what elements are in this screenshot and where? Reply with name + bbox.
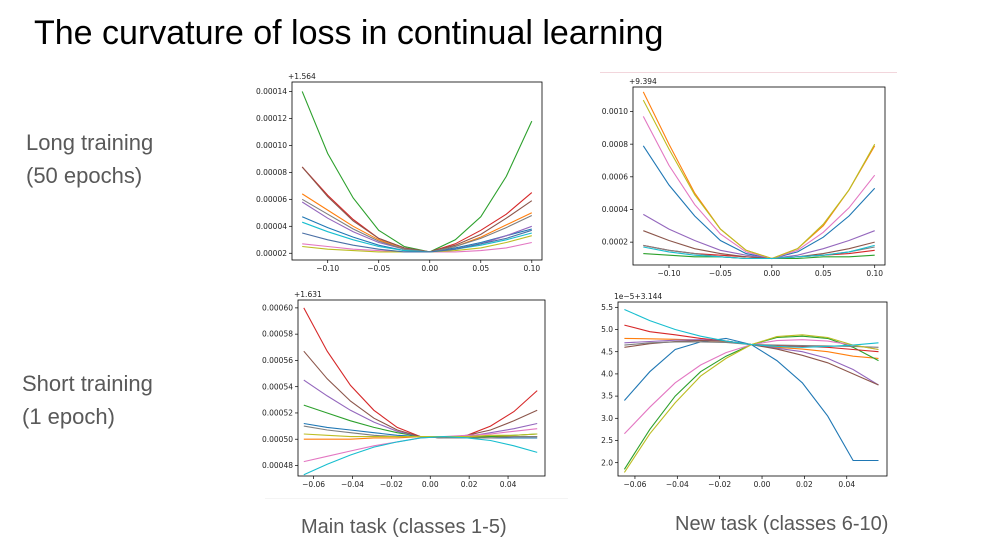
y-tick-label: 0.0006 (602, 172, 628, 181)
series-line-9 (302, 221, 532, 253)
series-line-8 (303, 433, 538, 438)
y-tick-label: 0.00008 (256, 168, 287, 177)
y-tick-label: 0.00052 (262, 409, 293, 418)
series-line-3 (303, 307, 538, 439)
series-line-2 (301, 91, 533, 253)
x-tick-label: −0.05 (709, 269, 732, 278)
x-tick-label: 0.04 (838, 480, 855, 489)
series-line-8 (642, 99, 876, 260)
x-tick-label: −0.02 (708, 480, 731, 489)
x-tick-label: −0.06 (623, 480, 646, 489)
series-line-0 (623, 337, 879, 462)
x-tick-label: 0.05 (815, 269, 832, 278)
series-line-8 (623, 334, 879, 473)
column-label-new-task: New task (classes 6-10) (675, 513, 889, 535)
y-tick-label: 4.5 (601, 347, 613, 356)
axes-frame (617, 301, 888, 477)
series-line-5 (643, 230, 875, 260)
y-tick-label: 2.5 (601, 436, 613, 445)
series-line-3 (301, 166, 533, 253)
y-tick-label: 3.0 (601, 414, 613, 423)
x-tick-label: 0.04 (500, 480, 517, 489)
series-line-5 (624, 340, 879, 386)
series-line-3 (624, 324, 879, 353)
x-tick-label: 0.02 (461, 480, 478, 489)
y-tick-label: 0.00002 (256, 249, 287, 258)
y-tick-label: 5.5 (601, 303, 613, 312)
series-line-5 (301, 166, 533, 253)
y-tick-label: 2.0 (601, 458, 613, 467)
plot-main-task-short-training: −0.06 −0.04 −0.02 0.00 0.02 0.04 0.00048 0.0005… (262, 290, 546, 489)
series-line-9 (303, 436, 538, 476)
series-line-2 (623, 335, 879, 470)
y-tick-label: 5.0 (601, 325, 613, 334)
x-tick-label: 0.00 (422, 480, 439, 489)
y-tick-label: 0.00050 (262, 435, 293, 444)
y-tick-label: 0.0002 (602, 238, 628, 247)
row-label-line1: Long training (26, 130, 154, 155)
x-tick-label: −0.10 (658, 269, 681, 278)
y-tick-label: 0.00006 (256, 195, 287, 204)
y-tick-label: 0.00060 (262, 303, 293, 312)
y-tick-label: 0.00014 (256, 87, 287, 96)
x-tick-label: −0.02 (380, 480, 403, 489)
axes-frame (297, 299, 546, 477)
plot-new-task-long-training: −0.10 −0.05 0.00 0.05 0.10 0.0002 0.0004 0.0006… (602, 77, 886, 278)
y-tick-label: 0.0008 (602, 140, 628, 149)
x-tick-label: 0.10 (523, 264, 540, 273)
x-tick-label: 0.00 (754, 480, 771, 489)
x-tick-label: 0.00 (421, 264, 438, 273)
column-label-main-task: Main task (classes 1-5) (301, 516, 507, 538)
slide-title: The curvature of loss in continual learn… (34, 14, 664, 52)
y-tick-label: 3.5 (601, 392, 613, 401)
x-tick-label: 0.10 (866, 269, 883, 278)
x-tick-label: −0.06 (302, 480, 325, 489)
y-tick-label: 0.00012 (256, 114, 287, 123)
y-tick-label: 4.0 (601, 370, 613, 379)
separator-line (600, 72, 897, 73)
row-label-long-training: Long training (50 epochs) (26, 126, 153, 192)
x-tick-label: 0.05 (472, 264, 489, 273)
row-label-short-training: Short training (1 epoch) (22, 367, 153, 433)
series-line-0 (642, 145, 876, 260)
separator-line (265, 498, 568, 499)
y-tick-label: 0.00010 (256, 141, 287, 150)
row-label-line2: (1 epoch) (22, 404, 115, 429)
y-offset-label: +1.631 (294, 290, 322, 299)
y-tick-label: 0.00004 (256, 222, 287, 231)
x-tick-label: −0.10 (316, 264, 339, 273)
y-offset-label: +1.564 (288, 72, 316, 81)
x-tick-label: 0.00 (764, 269, 781, 278)
series-line-6 (642, 116, 876, 260)
y-tick-label: 0.00048 (262, 461, 293, 470)
y-tick-label: 0.00054 (262, 382, 293, 391)
plot-main-task-long-training: −0.10 −0.05 0.00 0.05 0.10 0.00002 0.00004 0.00… (256, 72, 543, 273)
series-line-6 (303, 428, 538, 463)
x-tick-label: −0.04 (341, 480, 364, 489)
series-line-10 (302, 229, 532, 253)
plot-new-task-short-training: −0.06 −0.04 −0.02 0.00 0.02 0.04 2.0 2.5 3.0 3.5 4… (601, 292, 888, 489)
y-offset-label: 1e−5+3.144 (614, 292, 662, 301)
x-tick-label: −0.04 (666, 480, 689, 489)
series-line-5 (303, 350, 538, 439)
axes-frame (632, 86, 886, 266)
series-line-7 (301, 198, 533, 253)
y-tick-label: 0.0010 (602, 107, 628, 116)
x-tick-label: −0.05 (367, 264, 390, 273)
y-offset-label: +9.394 (629, 77, 657, 86)
y-tick-label: 0.00056 (262, 356, 293, 365)
series-line-9 (643, 244, 875, 260)
axes-frame (291, 81, 543, 261)
row-label-line2: (50 epochs) (26, 163, 143, 188)
y-tick-label: 0.00058 (262, 330, 293, 339)
x-tick-label: 0.02 (796, 480, 813, 489)
series-line-9 (624, 308, 879, 348)
y-tick-label: 0.0004 (602, 205, 628, 214)
series-line-4 (643, 213, 875, 260)
row-label-line1: Short training (22, 371, 153, 396)
